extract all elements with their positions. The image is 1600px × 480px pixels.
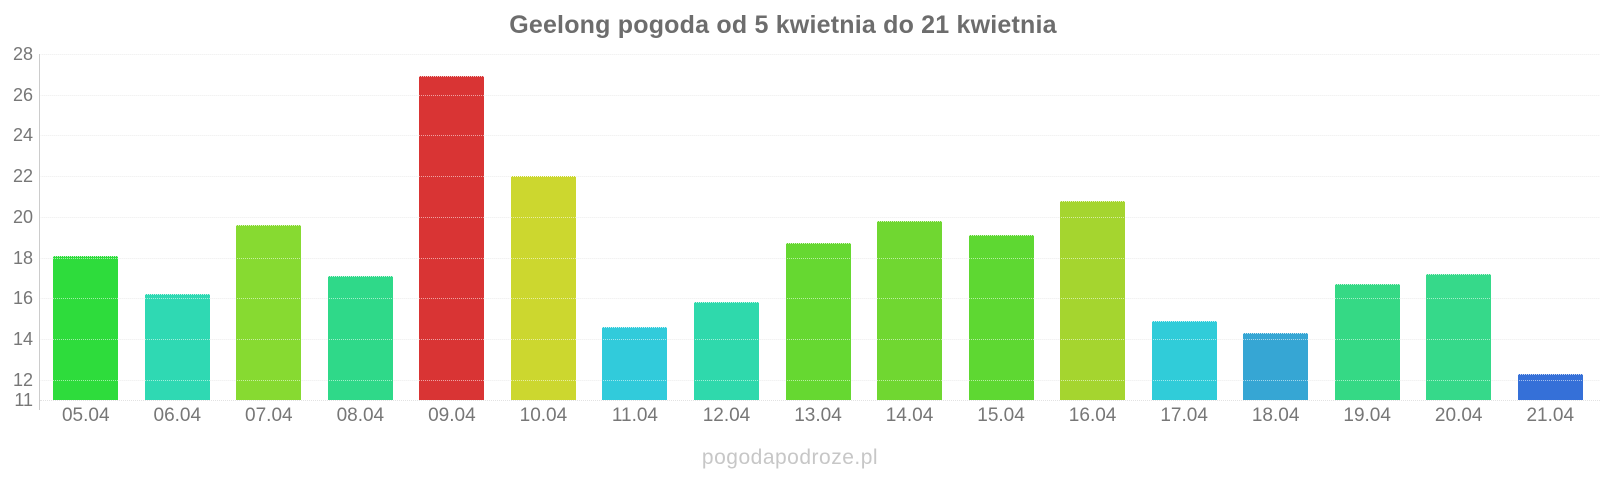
x-tick-label-06.04: 06.04 xyxy=(153,405,202,426)
x-tick-label-19.04: 19.04 xyxy=(1343,405,1391,426)
gridline-overlay-22 xyxy=(40,176,1600,178)
y-axis-line xyxy=(39,54,40,410)
bar-15.04 xyxy=(968,235,1034,400)
bar-07.04 xyxy=(236,224,302,400)
bar-08.04 xyxy=(327,275,393,400)
x-tick-label-20.04: 20.04 xyxy=(1434,405,1483,426)
y-tick-label-24: 24 xyxy=(12,125,33,146)
bar-11.04 xyxy=(602,326,668,400)
x-tick-label-05.04: 05.04 xyxy=(61,405,110,426)
bar-09.04 xyxy=(419,76,485,400)
bar-21.04 xyxy=(1517,373,1583,400)
x-tick-label-09.04: 09.04 xyxy=(428,405,476,426)
bar-17.04 xyxy=(1151,320,1217,400)
gridline-overlay-26 xyxy=(40,94,1600,96)
bar-05.04 xyxy=(53,255,119,400)
x-tick-label-14.04: 14.04 xyxy=(885,405,934,426)
y-tick-label-11: 11 xyxy=(14,390,33,410)
x-tick-label-12.04: 12.04 xyxy=(702,405,751,426)
y-tick-label-12: 12 xyxy=(12,369,33,390)
x-tick-label-16.04: 16.04 xyxy=(1068,405,1117,426)
gridline-overlay-14 xyxy=(40,338,1600,340)
bar-10.04 xyxy=(510,176,576,400)
bar-14.04 xyxy=(877,220,943,400)
bar-18.04 xyxy=(1243,332,1309,400)
chart-title: Geelong pogoda od 5 kwietnia do 21 kwiet… xyxy=(509,11,1057,39)
y-tick-label-14: 14 xyxy=(12,328,33,349)
x-tick-label-17.04: 17.04 xyxy=(1160,405,1208,426)
x-tick-label-13.04: 13.04 xyxy=(794,405,842,426)
bar-19.04 xyxy=(1334,284,1400,400)
x-tick-label-11.04: 11.04 xyxy=(611,405,659,426)
bars-container xyxy=(40,54,1596,400)
x-tick-label-18.04: 18.04 xyxy=(1251,405,1300,426)
y-tick-label-22: 22 xyxy=(12,166,33,187)
bar-16.04 xyxy=(1060,200,1126,400)
x-tick-label-08.04: 08.04 xyxy=(336,405,385,426)
x-axis-baseline xyxy=(40,400,1600,401)
x-tick-label-10.04: 10.04 xyxy=(519,405,568,426)
y-tick-label-16: 16 xyxy=(12,288,33,309)
bar-06.04 xyxy=(144,294,210,400)
gridline-overlay-20 xyxy=(40,216,1600,218)
y-tick-label-26: 26 xyxy=(12,84,33,105)
bar-20.04 xyxy=(1426,273,1492,400)
y-axis-tick-labels: 28 26 24 22 20 18 16 14 12 11 xyxy=(0,45,33,409)
y-tick-label-18: 18 xyxy=(12,247,33,268)
gridline-overlay-12 xyxy=(40,379,1600,381)
gridline-overlay-28 xyxy=(40,54,1600,55)
x-axis-tick-labels: 05.04 06.04 07.04 08.04 09.04 10.04 11.04 12.04… xyxy=(40,403,1596,431)
bar-12.04 xyxy=(693,302,759,400)
y-tick-label-28: 28 xyxy=(12,44,33,64)
gridline-overlay-18 xyxy=(40,257,1600,259)
x-tick-label-21.04: 21.04 xyxy=(1526,405,1575,426)
x-tick-label-07.04: 07.04 xyxy=(245,405,293,426)
bar-13.04 xyxy=(785,243,851,400)
watermark: pogodapodroze.pl xyxy=(701,446,879,469)
y-tick-label-20: 20 xyxy=(12,206,33,227)
gridline-overlay-24 xyxy=(40,135,1600,137)
gridline-overlay-16 xyxy=(40,298,1600,300)
x-tick-label-15.04: 15.04 xyxy=(977,405,1025,426)
plot-area xyxy=(40,54,1600,401)
